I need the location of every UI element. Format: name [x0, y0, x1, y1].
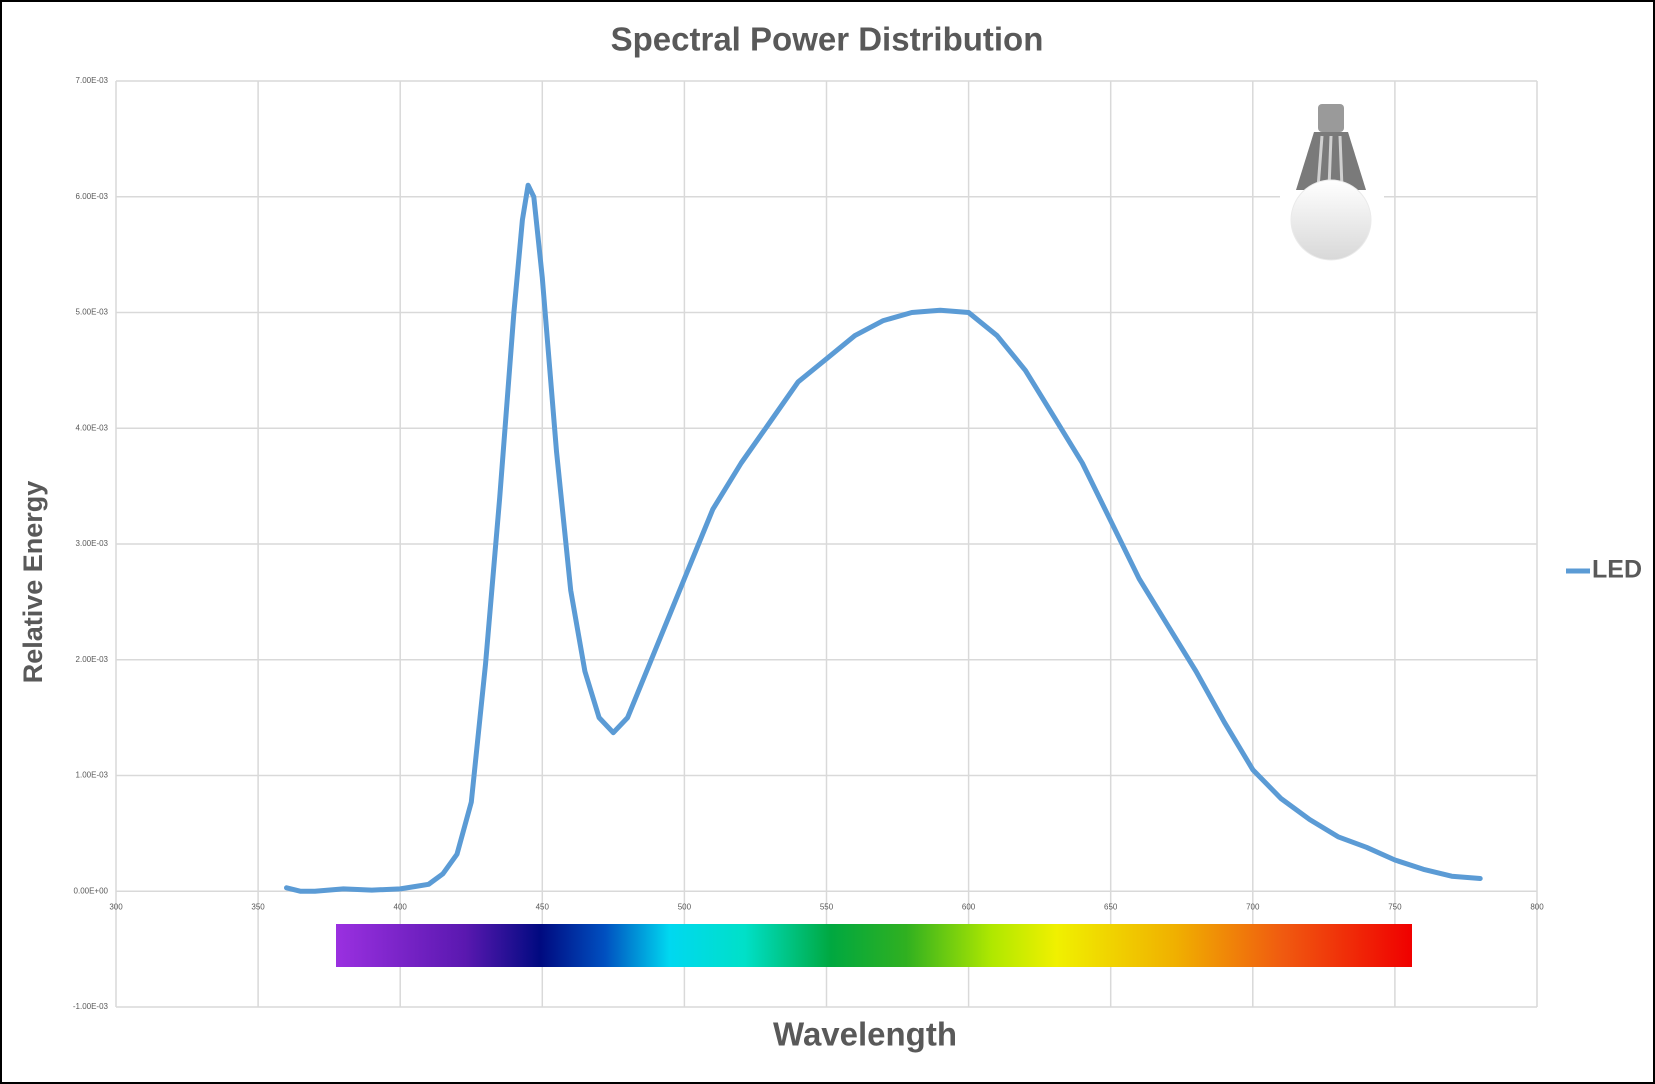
y-tick-label: 4.00E-03	[76, 423, 109, 432]
y-tick-label: -1.00E-03	[73, 1002, 109, 1011]
y-tick-label: 6.00E-03	[76, 192, 109, 201]
y-tick-label: 2.00E-03	[76, 655, 109, 664]
y-tick-label: 1.00E-03	[76, 771, 109, 780]
y-tick-label: 0.00E+00	[74, 886, 109, 895]
bulb-icon	[1280, 104, 1384, 261]
y-tick-label: 7.00E-03	[76, 76, 109, 85]
x-tick-label: 550	[820, 902, 834, 911]
x-tick-label: 500	[678, 902, 692, 911]
x-tick-label: 400	[394, 902, 408, 911]
x-tick-label: 650	[1104, 902, 1118, 911]
x-tick-label: 350	[251, 902, 265, 911]
chart-title: Spectral Power Distribution	[611, 21, 1044, 58]
y-axis-label: Relative Energy	[18, 481, 48, 684]
spectrum-band	[336, 924, 1412, 967]
x-axis-label: Wavelength	[773, 1016, 957, 1053]
x-tick-label: 450	[536, 902, 550, 911]
x-tick-label: 300	[109, 902, 123, 911]
x-tick-label: 800	[1530, 902, 1544, 911]
data-line	[284, 182, 1483, 894]
y-tick-label: 5.00E-03	[76, 308, 109, 317]
x-tick-label: 700	[1246, 902, 1260, 911]
legend-label: LED	[1592, 556, 1642, 584]
x-tick-label: 600	[962, 902, 976, 911]
x-tick-label: 750	[1388, 902, 1402, 911]
y-tick-label: 3.00E-03	[76, 539, 109, 548]
